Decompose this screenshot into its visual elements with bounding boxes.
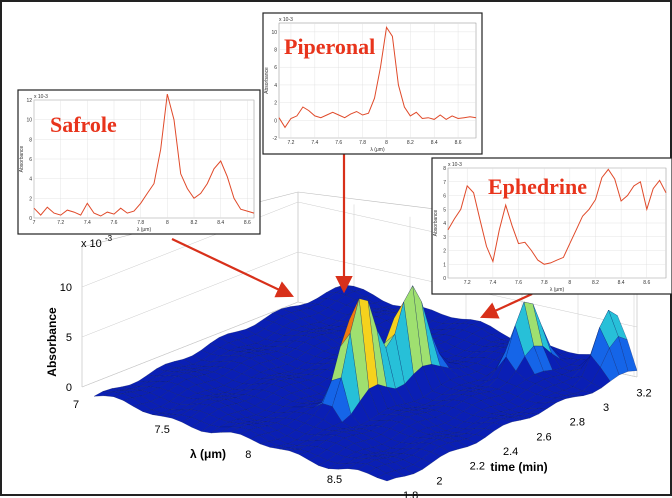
inset-x-tick: 8.4: [618, 280, 625, 286]
inset-x-tick: 8.6: [455, 140, 462, 146]
inset-exponent: x 10-3: [279, 17, 293, 23]
inset-y-tick: 0: [274, 118, 277, 124]
inset-safrole: 7 7.2 7.4 7.6 7.8 8 8.2 8.4 8.6 0 2 4 6 8 10 12x 10-3 Ab…: [17, 89, 261, 235]
y-tick-label: 2.6: [536, 431, 551, 443]
inset-x-tick: 7.8: [359, 140, 366, 146]
inset-x-tick: 7.2: [287, 140, 294, 146]
inset-ylabel: Absorbance: [264, 67, 270, 94]
inset-y-tick: 1: [443, 262, 446, 268]
inset-x-tick: 7.6: [335, 140, 342, 146]
inset-xlabel: λ (μm): [137, 227, 152, 233]
inset-exponent: x 10-3: [34, 94, 48, 100]
inset-x-tick: 7.4: [311, 140, 318, 146]
svg-text:x 10: x 10: [81, 238, 102, 250]
inset-series-line: [447, 168, 667, 265]
z-tick-label: 10: [60, 282, 72, 294]
safrole-arrow: [171, 238, 294, 298]
inset-x-tick: 7.4: [84, 220, 91, 226]
inset-y-tick: 10: [271, 30, 277, 36]
inset-y-tick: 2: [29, 196, 32, 202]
inset-x-tick: 8: [166, 220, 169, 226]
z-axis-title: Absorbance: [45, 307, 59, 377]
y-tick-label: 2.8: [570, 417, 585, 429]
x-tick-label: 7.5: [155, 424, 170, 436]
inset-title: Safrole: [50, 112, 117, 137]
axis-labels: 0 5 10 7 7.5 8 8.5 1.8 2 2.2 2.4 2.6 2.8 3 3.2: [60, 282, 652, 498]
surface-mesh: [93, 284, 638, 482]
z-tick-label: 5: [66, 332, 72, 344]
inset-title: Piperonal: [284, 34, 375, 59]
z-exponent: x 10 -3: [81, 234, 113, 250]
inset-y-tick: 0: [29, 216, 32, 222]
inset-x-tick: 7.8: [541, 280, 548, 286]
inset-ylabel: Absorbance: [433, 209, 439, 236]
inset-ylabel: Absorbance: [19, 145, 25, 172]
inset-x-tick: 8.2: [592, 280, 599, 286]
inset-y-tick: 4: [29, 177, 32, 183]
inset-x-tick: 8.2: [407, 140, 414, 146]
inset-y-tick: 7: [443, 180, 446, 186]
inset-x-tick: 8.6: [244, 220, 251, 226]
inset-y-tick: 4: [443, 221, 446, 227]
inset-y-tick: 6: [29, 157, 32, 163]
y-tick-label: 2.4: [503, 446, 518, 458]
svg-text:-3: -3: [105, 234, 113, 243]
inset-x-tick: 8.4: [431, 140, 438, 146]
inset-y-tick: 4: [274, 83, 277, 89]
inset-y-tick: 2: [443, 249, 446, 255]
y-tick-label: 3.2: [636, 387, 651, 399]
inset-exponent: x 10-3: [448, 162, 462, 168]
inset-y-tick: 6: [274, 65, 277, 71]
inset-y-tick: 8: [29, 137, 32, 143]
y-tick-label: 1.8: [403, 490, 418, 498]
inset-y-tick: 10: [26, 118, 32, 124]
inset-xlabel: λ (μm): [370, 147, 385, 153]
y-axis-title: time (min): [490, 460, 547, 474]
inset-y-tick: 2: [274, 101, 277, 107]
inset-y-tick: 0: [443, 276, 446, 282]
inset-y-tick: 8: [274, 48, 277, 54]
inset-y-tick: 3: [443, 235, 446, 241]
callout-arrows: [171, 154, 533, 319]
ephedrine-arrow: [480, 293, 533, 319]
x-axis-title: λ (μm): [190, 447, 226, 461]
inset-x-tick: 7.6: [515, 280, 522, 286]
inset-y-tick: -2: [273, 136, 278, 142]
inset-xlabel: λ (μm): [550, 287, 565, 293]
z-tick-label: 0: [66, 382, 72, 394]
y-tick-label: 3: [603, 402, 609, 414]
inset-x-tick: 7.2: [464, 280, 471, 286]
inset-series-line: [33, 93, 255, 217]
y-tick-label: 2: [436, 475, 442, 487]
inset-y-tick: 6: [443, 194, 446, 200]
inset-piperonal: 7.2 7.4 7.6 7.8 8 8.2 8.4 8.6 -2 0 2 4 6 8 10 x 10-3 Abs…: [262, 12, 483, 155]
inset-x-tick: 8.2: [191, 220, 198, 226]
surface-cell: [376, 473, 397, 482]
y-tick-label: 2.2: [470, 461, 485, 473]
x-tick-label: 8.5: [327, 474, 342, 486]
inset-y-tick: 8: [443, 166, 446, 172]
inset-x-tick: 8: [568, 280, 571, 286]
inset-x-tick: 8: [385, 140, 388, 146]
inset-y-tick: 12: [26, 98, 32, 104]
inset-x-tick: 7.6: [111, 220, 118, 226]
inset-x-tick: 8.4: [217, 220, 224, 226]
inset-y-tick: 5: [443, 207, 446, 213]
inset-x-tick: 7.2: [57, 220, 64, 226]
inset-x-tick: 7.8: [137, 220, 144, 226]
inset-x-tick: 8.6: [643, 280, 650, 286]
inset-x-tick: 7: [33, 220, 36, 226]
inset-title: Ephedrine: [488, 174, 587, 199]
x-tick-label: 7: [73, 399, 79, 411]
inset-x-tick: 7.4: [489, 280, 496, 286]
inset-series-line: [278, 26, 477, 129]
x-tick-label: 8: [245, 449, 251, 461]
